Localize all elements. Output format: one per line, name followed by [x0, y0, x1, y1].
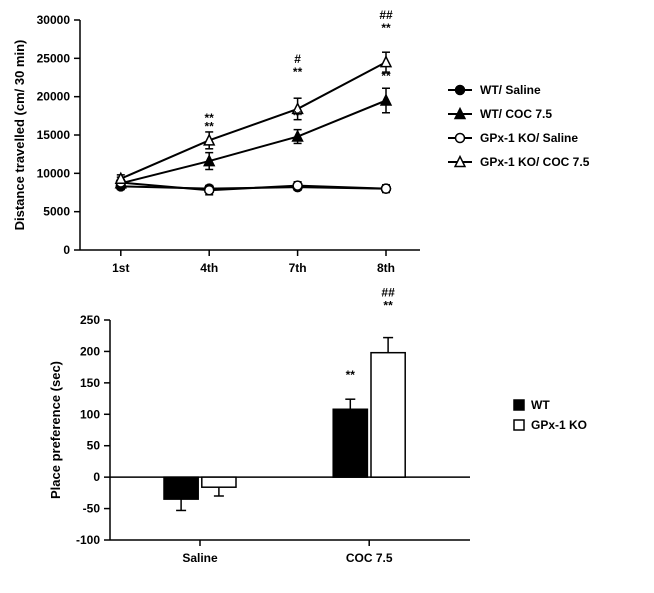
ytick-label: -100 — [76, 533, 100, 547]
ytick-label: 0 — [63, 243, 70, 257]
significance-annotation: ## — [379, 8, 393, 22]
xtick-label: 1st — [112, 261, 129, 275]
xtick-label: 8th — [377, 261, 395, 275]
significance-annotation: # — [294, 52, 301, 66]
significance-annotation: ** — [383, 299, 393, 313]
legend-label: WT/ COC 7.5 — [480, 107, 552, 121]
legend-label: WT/ Saline — [480, 83, 541, 97]
y-axis-title: Place preference (sec) — [48, 361, 63, 499]
ytick-label: 15000 — [37, 128, 71, 142]
series-line — [121, 62, 386, 179]
ytick-label: 200 — [80, 344, 100, 358]
series-line — [121, 183, 386, 191]
line-chart-legend: WT/ Saline WT/ COC 7.5 GPx-1 KO/ Saline GPx… — [448, 83, 590, 169]
significance-annotation: ** — [346, 368, 356, 382]
group-label: COC 7.5 — [346, 551, 393, 565]
ytick-label: 0 — [93, 470, 100, 484]
ytick-label: 150 — [80, 376, 100, 390]
legend-label: GPx-1 KO/ Saline — [480, 131, 578, 145]
xtick-label: 7th — [289, 261, 307, 275]
legend-label: GPx-1 KO/ COC 7.5 — [480, 155, 590, 169]
bar — [333, 409, 367, 477]
ytick-label: 100 — [80, 407, 100, 421]
significance-annotation: ** — [381, 69, 391, 83]
ytick-label: 10000 — [37, 166, 71, 180]
legend-label: GPx-1 KO — [531, 418, 587, 432]
significance-annotation: ** — [381, 21, 391, 35]
significance-annotation: ** — [293, 109, 303, 123]
ytick-label: 25000 — [37, 51, 71, 65]
distance-line-chart: 0 5000 10000 15000 20000 25000 30000 Distance t… — [12, 8, 590, 275]
ytick-label: 20000 — [37, 90, 71, 104]
xtick-label: 4th — [200, 261, 218, 275]
significance-annotation: ## — [381, 286, 395, 300]
y-axis-title: Distance travelled (cm/ 30 min) — [12, 40, 27, 231]
significance-annotation: ** — [293, 65, 303, 79]
ytick-label: 5000 — [43, 205, 70, 219]
place-preference-bar-chart: -100 -50 0 50 100 150 200 250 Place preference (… — [48, 286, 587, 565]
ytick-label: 250 — [80, 313, 100, 327]
bar-chart-legend: WT GPx-1 KO — [514, 398, 587, 432]
bar — [164, 477, 198, 499]
legend-label: WT — [531, 398, 550, 412]
group-label: Saline — [182, 551, 218, 565]
bar — [371, 353, 405, 477]
bar — [202, 477, 236, 487]
significance-annotation: ** — [205, 111, 215, 125]
series-line — [121, 101, 386, 184]
ytick-label: 50 — [87, 439, 101, 453]
ytick-label: -50 — [83, 502, 101, 516]
ytick-label: 30000 — [37, 13, 71, 27]
